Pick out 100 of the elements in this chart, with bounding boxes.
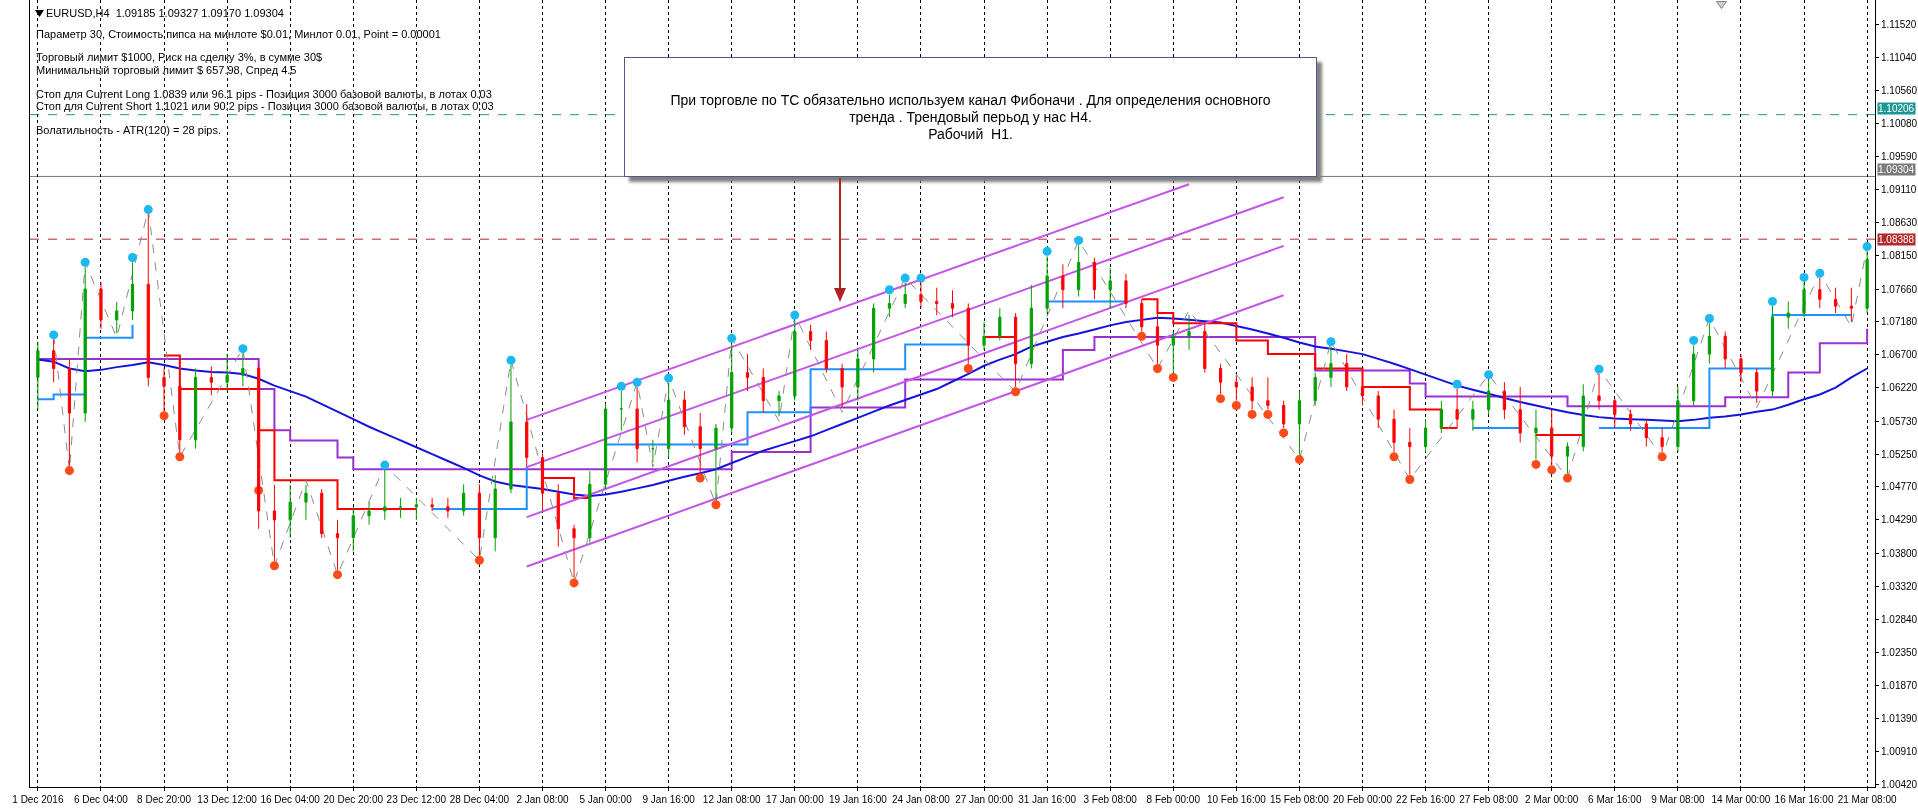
candlestick [1297, 390, 1302, 456]
candlestick [793, 319, 797, 402]
x-tick-label: 27 Jan 00:00 [955, 794, 1014, 805]
x-tick-label: 27 Feb 08:00 [1459, 794, 1519, 805]
candlestick [209, 365, 213, 396]
point [1799, 272, 1809, 282]
x-tick-label: 1 Dec 2016 [12, 794, 64, 805]
candlestick [1282, 400, 1286, 429]
x-tick-label: 10 Feb 16:00 [1206, 794, 1267, 805]
point [916, 273, 926, 283]
y-tick-label: 1.00420 [1881, 779, 1918, 791]
candlestick [556, 483, 560, 548]
point [1137, 331, 1147, 341]
candlestick [462, 483, 466, 517]
candlestick [1092, 257, 1097, 300]
point [1326, 337, 1336, 347]
point [1563, 473, 1572, 483]
candlestick [1676, 386, 1680, 453]
candlestick [998, 307, 1002, 341]
x-tick-label: 14 Mar 00:00 [1711, 794, 1771, 805]
y-tick-label: 1.08150 [1881, 249, 1918, 261]
candlestick [777, 390, 781, 417]
candlestick [840, 363, 844, 409]
point [1704, 314, 1714, 323]
candlestick [651, 439, 655, 463]
point [143, 205, 153, 215]
point [727, 333, 737, 343]
candlestick [83, 266, 87, 423]
point [1247, 409, 1257, 419]
point [269, 561, 279, 571]
point [963, 364, 973, 373]
candlestick [1029, 284, 1033, 369]
candlestick [761, 368, 765, 413]
candlestick [1802, 281, 1806, 318]
point [900, 273, 910, 283]
candlestick [414, 497, 418, 521]
y-tick-label: 1.10560 [1881, 84, 1918, 96]
candlestick [1723, 331, 1727, 369]
point [1484, 370, 1494, 380]
candlestick [351, 506, 355, 552]
candlestick [682, 390, 687, 436]
point [616, 381, 626, 391]
y-tick-label: 1.01390 [1881, 713, 1918, 725]
candlestick [146, 213, 150, 387]
x-tick-label: 9 Jan 16:00 [642, 794, 696, 805]
candlestick [1613, 398, 1617, 428]
candlestick [1534, 409, 1538, 461]
y-tick-label: 1.07180 [1881, 316, 1918, 328]
candlestick [808, 324, 813, 351]
candlestick [698, 412, 702, 474]
candlestick [572, 524, 576, 579]
y-tick-label: 1.06220 [1881, 382, 1918, 394]
candlestick [1739, 353, 1743, 383]
y-tick-label: 1.05250 [1881, 448, 1918, 460]
y-tick-label: 1.08630 [1881, 217, 1918, 229]
candlestick [1045, 255, 1049, 314]
candlestick [1423, 418, 1428, 452]
candlestick [493, 474, 497, 552]
candlestick [477, 483, 482, 556]
point [238, 344, 248, 354]
x-tick-label: 16 Dec 04:00 [260, 794, 321, 805]
candlestick [1692, 344, 1696, 406]
candlestick [398, 497, 403, 519]
candlestick [1439, 400, 1443, 434]
annotation: Минимальный торговый лимит $ 657.98, Спред 4.5 [36, 63, 297, 77]
candlestick [1266, 376, 1270, 411]
point [1074, 235, 1084, 245]
candlestick [1155, 312, 1160, 365]
candlestick [1108, 267, 1112, 309]
candlestick [1218, 363, 1223, 395]
point [64, 466, 74, 476]
annotation: Параметр 30, Стоимость пипса на минлоте $0.01, Минлот 0.01, Point = 0.00001 [36, 27, 441, 41]
y-tick-label: 1.06700 [1881, 349, 1918, 361]
y-tick-label: 1.03800 [1881, 547, 1918, 559]
x-tick-label: 9 Mar 08:00 [1651, 794, 1705, 805]
x-tick-label: 22 Feb 16:00 [1396, 794, 1456, 805]
candlestick [966, 302, 970, 365]
candlestick [1061, 263, 1065, 309]
point [333, 570, 342, 580]
candlestick [1313, 372, 1317, 406]
candlestick [1203, 321, 1207, 374]
x-tick-label: 6 Dec 04:00 [73, 794, 129, 805]
y-tick-label: 1.00910 [1881, 745, 1918, 757]
y-tick-label: 1.01870 [1881, 680, 1918, 692]
point [1294, 455, 1304, 465]
x-tick-label: 13 Dec 12:00 [197, 794, 258, 805]
candlestick [288, 484, 292, 539]
candlestick [1818, 277, 1822, 309]
annotation: Стоп для Current Long 1.0839 или 96.1 pips - Позиция 3000 базовой валюты, в лотах 0.03 [36, 87, 492, 101]
point [790, 310, 800, 320]
candlestick [1234, 374, 1238, 402]
y-tick-label: 1.02350 [1881, 647, 1918, 659]
candlestick [335, 519, 340, 571]
y-tick-label: 1.09590 [1881, 151, 1918, 163]
candlestick [667, 382, 671, 459]
x-tick-label: 15 Feb 08:00 [1269, 794, 1330, 805]
y-tick-label: 1.09110 [1881, 184, 1917, 196]
point [1657, 452, 1667, 462]
point [1689, 335, 1699, 345]
point [1594, 364, 1604, 374]
